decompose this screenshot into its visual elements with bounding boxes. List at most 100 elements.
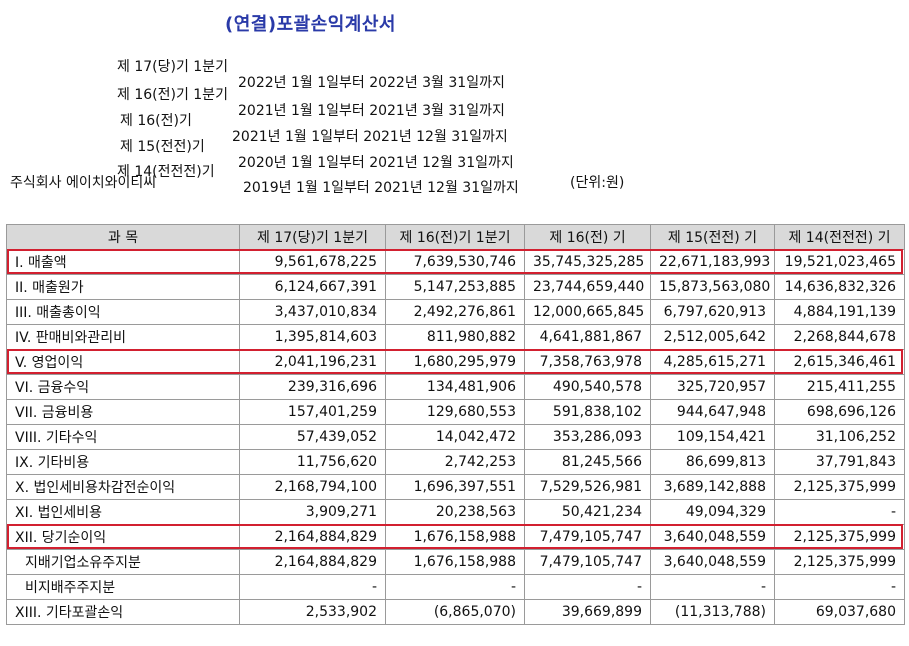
row-label: III. 매출총이익: [6, 299, 240, 325]
row-value: 4,884,191,139: [774, 299, 905, 325]
row-value: 23,744,659,440: [524, 274, 651, 300]
row-value: 4,285,615,271: [650, 349, 775, 375]
row-value: 6,797,620,913: [650, 299, 775, 325]
row-value: -: [774, 499, 905, 525]
period-label: 제 16(전)기 1분기: [117, 87, 228, 103]
row-value: 1,395,814,603: [239, 324, 386, 350]
period-range: 2022년 1월 1일부터 2022년 3월 31일까지: [238, 75, 505, 91]
row-value: -: [385, 574, 525, 600]
period-label: 제 17(당)기 1분기: [117, 59, 228, 75]
row-value: 3,689,142,888: [650, 474, 775, 500]
company-name: 주식회사 에이치와이티씨: [10, 175, 157, 191]
row-value: 22,671,183,993: [650, 249, 775, 275]
row-value: 37,791,843: [774, 449, 905, 475]
table-row: 지배기업소유주지분 2,164,884,829 1,676,158,988 7,479…: [6, 549, 905, 575]
period-line-3: 제 16(전)기 2021년 1월 1일부터 2021년 12월 31일까지: [0, 94, 640, 145]
row-label: II. 매출원가: [6, 274, 240, 300]
table-row: V. 영업이익 2,041,196,231 1,680,295,979 7,358,7…: [6, 349, 905, 375]
period-range: 2019년 1월 1일부터 2021년 12월 31일까지: [243, 180, 519, 196]
row-value: 6,124,667,391: [239, 274, 386, 300]
period-line-4: 제 15(전전)기 2020년 1월 1일부터 2021년 12월 31일까지: [0, 120, 640, 171]
row-value: 1,680,295,979: [385, 349, 525, 375]
table-row: III. 매출총이익 3,437,010,834 2,492,276,861 12,0…: [6, 299, 905, 325]
row-value: 2,041,196,231: [239, 349, 386, 375]
row-value: -: [524, 574, 651, 600]
table-row: XII. 당기순이익 2,164,884,829 1,676,158,988 7,47…: [6, 524, 905, 550]
row-value: 3,909,271: [239, 499, 386, 525]
row-label: V. 영업이익: [6, 349, 240, 375]
row-value: (6,865,070): [385, 599, 525, 625]
row-value: 1,696,397,551: [385, 474, 525, 500]
table-row: XI. 법인세비용 3,909,271 20,238,563 50,421,234 49…: [6, 499, 905, 525]
row-value: 9,561,678,225: [239, 249, 386, 275]
period-label: 제 16(전)기: [120, 113, 192, 129]
row-value: 35,745,325,285: [524, 249, 651, 275]
row-label: 비지배주주지분: [6, 574, 240, 600]
row-value: 15,873,563,080: [650, 274, 775, 300]
row-value: 57,439,052: [239, 424, 386, 450]
row-value: 490,540,578: [524, 374, 651, 400]
row-value: 325,720,957: [650, 374, 775, 400]
row-label: IV. 판매비와관리비: [6, 324, 240, 350]
row-value: 239,316,696: [239, 374, 386, 400]
table-row: XIII. 기타포괄손익 2,533,902 (6,865,070) 39,669,8…: [6, 599, 905, 625]
row-value: 129,680,553: [385, 399, 525, 425]
row-value: 7,479,105,747: [524, 549, 651, 575]
row-value: 1,676,158,988: [385, 524, 525, 550]
row-value: 2,615,346,461: [774, 349, 905, 375]
row-label: XII. 당기순이익: [6, 524, 240, 550]
table-row: I. 매출액 9,561,678,225 7,639,530,746 35,745,3…: [6, 249, 905, 275]
row-value: 7,358,763,978: [524, 349, 651, 375]
row-value: 215,411,255: [774, 374, 905, 400]
row-value: 39,669,899: [524, 599, 651, 625]
row-value: 2,742,253: [385, 449, 525, 475]
header-col: 제 16(전) 기: [524, 224, 651, 250]
row-value: 20,238,563: [385, 499, 525, 525]
row-value: 2,125,375,999: [774, 524, 905, 550]
row-label: VII. 금융비용: [6, 399, 240, 425]
row-label: XI. 법인세비용: [6, 499, 240, 525]
row-label: IX. 기타비용: [6, 449, 240, 475]
row-value: 2,164,884,829: [239, 524, 386, 550]
row-value: 19,521,023,465: [774, 249, 905, 275]
income-statement-table: 과 목 제 17(당)기 1분기 제 16(전)기 1분기 제 16(전) 기 …: [6, 224, 905, 625]
row-value: -: [239, 574, 386, 600]
table-row: VII. 금융비용 157,401,259 129,680,553 591,838,1…: [6, 399, 905, 425]
row-value: -: [774, 574, 905, 600]
row-value: 7,639,530,746: [385, 249, 525, 275]
row-value: 2,125,375,999: [774, 549, 905, 575]
header-col: 제 16(전)기 1분기: [385, 224, 525, 250]
row-value: 7,529,526,981: [524, 474, 651, 500]
row-value: 2,533,902: [239, 599, 386, 625]
row-label: X. 법인세비용차감전순이익: [6, 474, 240, 500]
row-value: (11,313,788): [650, 599, 775, 625]
header-col: 제 17(당)기 1분기: [239, 224, 386, 250]
row-value: 2,512,005,642: [650, 324, 775, 350]
row-value: 50,421,234: [524, 499, 651, 525]
period-range: 2021년 1월 1일부터 2021년 12월 31일까지: [232, 129, 508, 145]
row-value: 2,268,844,678: [774, 324, 905, 350]
row-value: 69,037,680: [774, 599, 905, 625]
table-row: IX. 기타비용 11,756,620 2,742,253 81,245,566 86,…: [6, 449, 905, 475]
row-value: 86,699,813: [650, 449, 775, 475]
table-row: VIII. 기타수익 57,439,052 14,042,472 353,286,09…: [6, 424, 905, 450]
table-row: 비지배주주지분 - - - - -: [6, 574, 905, 600]
row-label: VIII. 기타수익: [6, 424, 240, 450]
row-value: 353,286,093: [524, 424, 651, 450]
row-value: 11,756,620: [239, 449, 386, 475]
row-value: 7,479,105,747: [524, 524, 651, 550]
period-range: 2021년 1월 1일부터 2021년 3월 31일까지: [238, 103, 505, 119]
period-line-2: 제 16(전)기 1분기 2021년 1월 1일부터 2021년 3월 31일까…: [0, 68, 640, 119]
row-value: 4,641,881,867: [524, 324, 651, 350]
row-label: 지배기업소유주지분: [6, 549, 240, 575]
row-value: 3,640,048,559: [650, 524, 775, 550]
row-value: 1,676,158,988: [385, 549, 525, 575]
row-value: 2,168,794,100: [239, 474, 386, 500]
row-value: 134,481,906: [385, 374, 525, 400]
row-value: 157,401,259: [239, 399, 386, 425]
row-value: 31,106,252: [774, 424, 905, 450]
row-label: VI. 금융수익: [6, 374, 240, 400]
header-col: 제 14(전전전) 기: [774, 224, 905, 250]
period-label: 제 15(전전)기: [120, 139, 205, 155]
row-value: 2,164,884,829: [239, 549, 386, 575]
